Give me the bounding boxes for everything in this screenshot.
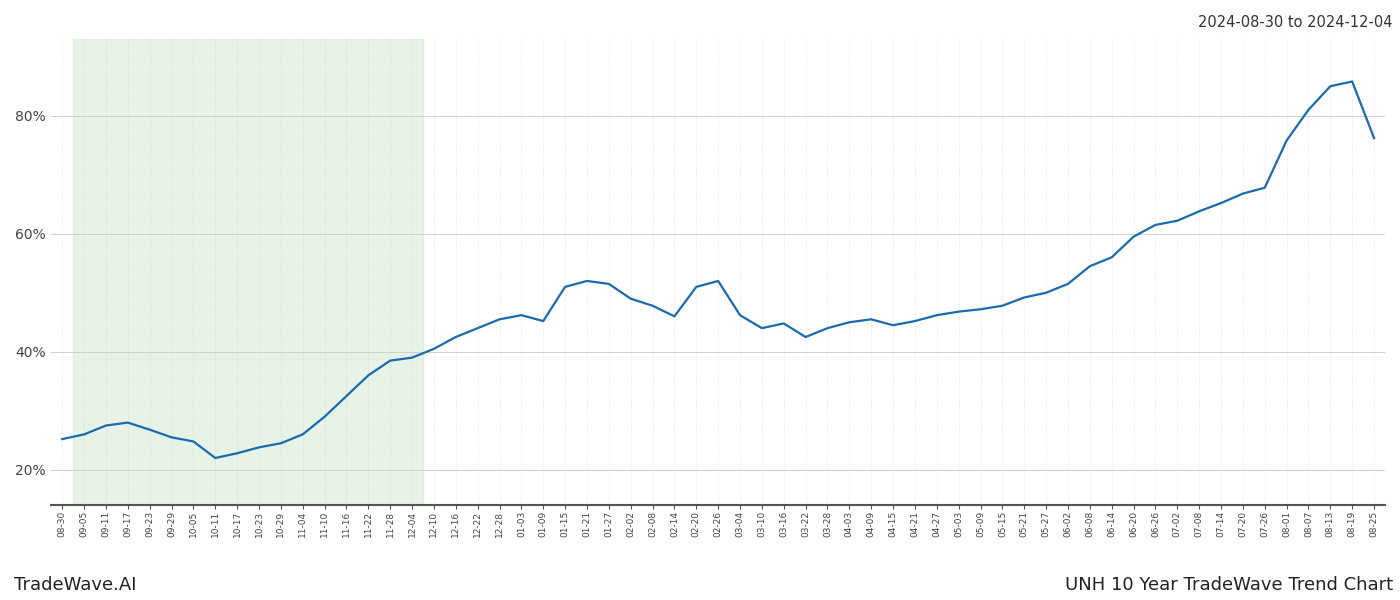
Text: 2024-08-30 to 2024-12-04: 2024-08-30 to 2024-12-04 xyxy=(1198,15,1393,30)
Text: TradeWave.AI: TradeWave.AI xyxy=(14,576,137,594)
Text: UNH 10 Year TradeWave Trend Chart: UNH 10 Year TradeWave Trend Chart xyxy=(1065,576,1393,594)
Bar xyxy=(73,39,423,505)
